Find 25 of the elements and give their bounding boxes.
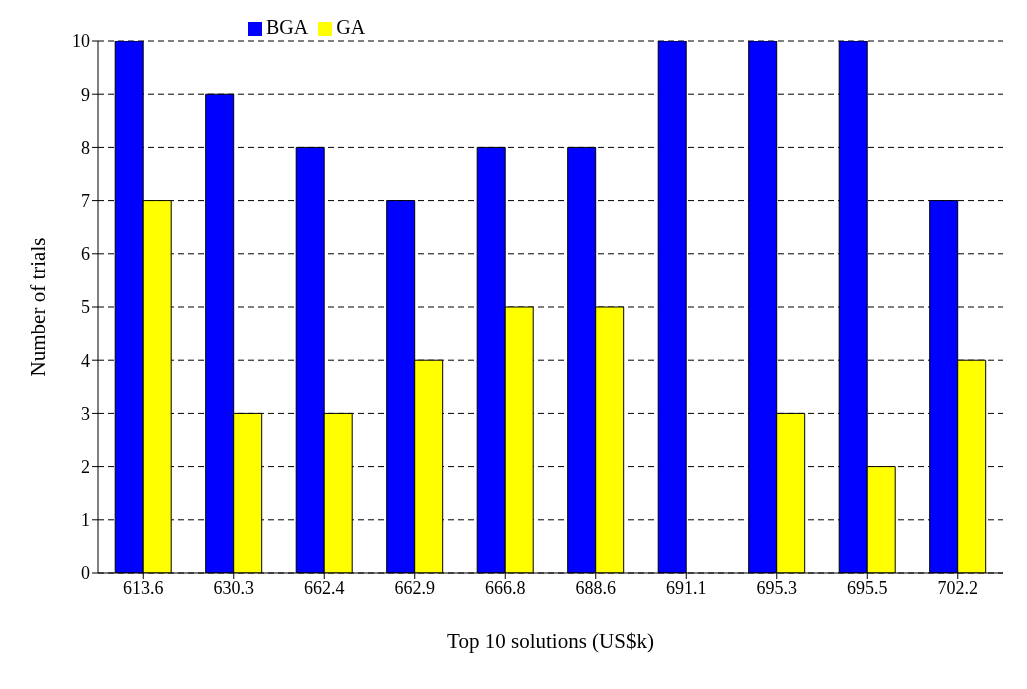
y-tick-label: 10 (72, 31, 90, 52)
x-tick-label: 688.6 (575, 577, 616, 598)
y-tick-label: 2 (81, 456, 90, 477)
y-tick-label: 4 (81, 350, 90, 371)
y-tick-label: 9 (81, 84, 90, 105)
x-axis-title: Top 10 solutions (US$k) (447, 629, 654, 653)
y-tick-label: 0 (81, 563, 90, 584)
x-tick-label: 662.9 (394, 577, 435, 598)
y-tick-label: 6 (81, 244, 90, 265)
x-tick-label: 702.2 (937, 577, 978, 598)
y-tick-label: 8 (81, 137, 90, 158)
x-tick-label: 662.4 (304, 577, 345, 598)
y-tick-label: 1 (81, 510, 90, 531)
x-tick-label: 695.3 (756, 577, 797, 598)
y-axis-title: Number of trials (26, 237, 51, 377)
y-tick-label: 7 (81, 190, 90, 211)
x-tick-label: 666.8 (485, 577, 526, 598)
x-tick-label: 613.6 (123, 577, 164, 598)
y-tick-label: 3 (81, 403, 90, 424)
x-tick-label: 691.1 (666, 577, 707, 598)
x-tick-label: 630.3 (213, 577, 254, 598)
x-tick-label: 695.5 (847, 577, 888, 598)
legend-label: GA (336, 16, 366, 38)
legend-label: BGA (266, 16, 309, 38)
y-tick-label: 5 (81, 297, 90, 318)
